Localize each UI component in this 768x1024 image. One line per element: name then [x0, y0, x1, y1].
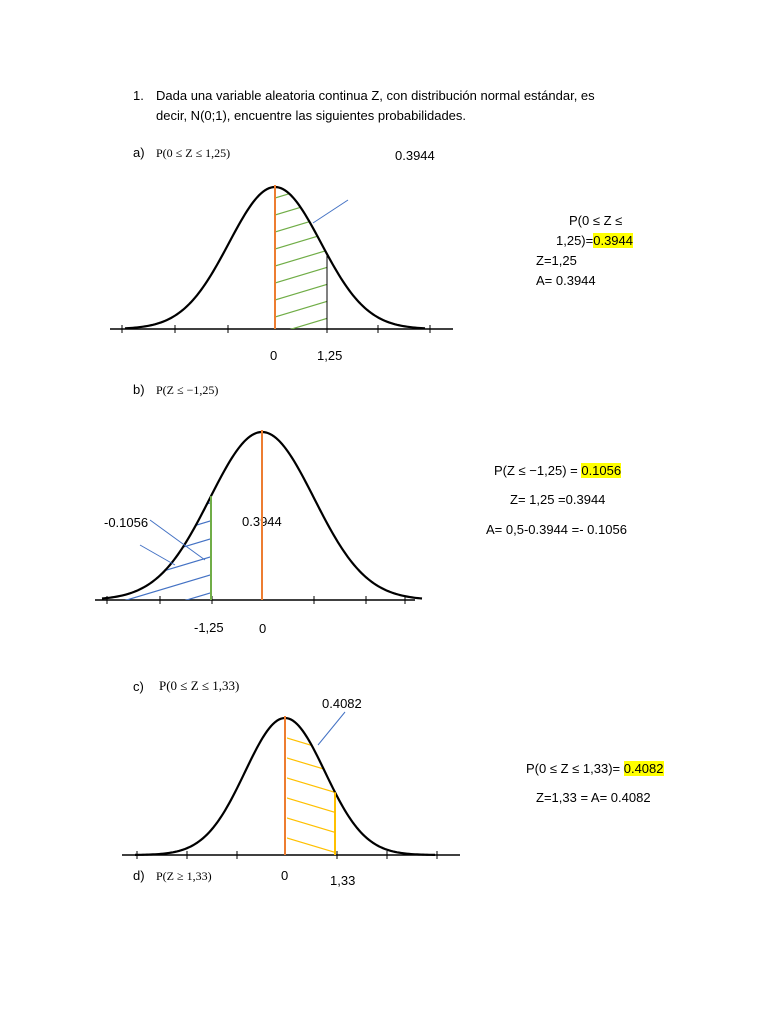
- hatch-line: [275, 276, 327, 329]
- hatch-line: [275, 259, 327, 325]
- hatch-line: [100, 498, 211, 525]
- answer-c-line1: P(0 ≤ Z ≤ 1,33)= 0.4082: [526, 761, 664, 776]
- axis-label-1-33: 1,33: [330, 873, 356, 888]
- hatch-line: [287, 718, 335, 737]
- answer-b-highlight: 0.1056: [581, 463, 622, 478]
- answer-a-line1: P(0 ≤ Z ≤: [569, 213, 623, 228]
- pointer-line: [139, 544, 176, 566]
- axis-label-0: 0: [259, 621, 267, 636]
- hatch-line: [275, 187, 327, 189]
- hatch-line: [287, 833, 335, 855]
- hatch-line: [275, 242, 327, 308]
- hatch-line: [20, 407, 291, 488]
- hatched-area: [20, 335, 291, 600]
- hatch-line: [195, 107, 407, 171]
- part-b-label: b): [133, 382, 145, 397]
- hatch-line: [275, 208, 327, 274]
- answer-a-area: A= 0.3944: [536, 273, 596, 288]
- axis-label-0: 0: [270, 348, 278, 363]
- axis-label-neg-1-25: -1,25: [194, 620, 224, 635]
- hatch-line: [275, 187, 327, 223]
- hatch-line: [275, 225, 327, 291]
- hatch-line: [275, 327, 327, 329]
- part-a-expression: P(0 ≤ Z ≤ 1,25): [156, 146, 231, 160]
- part-a-value: 0.3944: [395, 148, 435, 163]
- hatch-line: [207, 654, 415, 716]
- answer-c-highlight: 0.4082: [623, 761, 664, 776]
- hatch-line: [287, 733, 335, 797]
- hatch-line: [100, 498, 211, 561]
- question-text-line2: decir, N(0;1), encuentre las siguientes …: [156, 108, 467, 123]
- question-number: 1.: [133, 88, 144, 103]
- hatch-line: [275, 187, 327, 206]
- answer-a-line2: 1,25)=0.3944: [556, 233, 633, 248]
- hatch-line: [100, 568, 211, 600]
- hatch-line: [20, 353, 291, 434]
- hatched-area: [195, 107, 407, 329]
- answer-a-z: Z=1,25: [536, 253, 577, 268]
- answer-a-highlight: 0.3944: [593, 233, 633, 248]
- hatch-line: [100, 498, 211, 543]
- hatch-line: [100, 498, 211, 579]
- tail-value: -0.1056: [104, 515, 149, 530]
- hatch-line: [287, 853, 335, 855]
- hatch-line: [100, 514, 211, 597]
- hatch-line: [287, 773, 335, 837]
- part-d-expression: P(Z ≥ 1,33): [156, 869, 212, 883]
- pointer-line: [149, 519, 206, 561]
- answer-b-z: Z= 1,25 =0.3944: [510, 492, 606, 507]
- hatch-line: [20, 335, 291, 416]
- hatch-line: [100, 532, 211, 600]
- part-c-label: c): [133, 679, 144, 694]
- hatch-line: [287, 793, 335, 855]
- answer-b-line1: P(Z ≤ −1,25) = 0.1056: [494, 463, 622, 478]
- pointer-line: [317, 711, 346, 746]
- axis-label-0: 0: [281, 868, 289, 883]
- question-text-line1: Dada una variable aleatoria continua Z, …: [156, 88, 595, 103]
- hatch-line: [20, 371, 291, 452]
- answer-c-z: Z=1,33 = A= 0.4082: [536, 790, 651, 805]
- hatch-line: [287, 718, 335, 757]
- part-c-expression: P(0 ≤ Z ≤ 1,33): [159, 678, 240, 693]
- part-d-label: d): [133, 868, 145, 883]
- hatch-line: [275, 310, 327, 329]
- part-c-value: 0.4082: [322, 696, 362, 711]
- hatch-line: [287, 813, 335, 855]
- axis-label-1-25: 1,25: [317, 348, 343, 363]
- hatch-line: [275, 293, 327, 329]
- pointer-line: [312, 199, 349, 224]
- part-a-label: a): [133, 145, 145, 160]
- hatch-line: [287, 753, 335, 817]
- hatch-line: [275, 191, 327, 257]
- part-b-expression: P(Z ≤ −1,25): [156, 383, 219, 397]
- hatch-line: [20, 389, 291, 470]
- hatch-line: [100, 550, 211, 600]
- answer-b-area: A= 0,5-0.3944 =- 0.1056: [486, 522, 627, 537]
